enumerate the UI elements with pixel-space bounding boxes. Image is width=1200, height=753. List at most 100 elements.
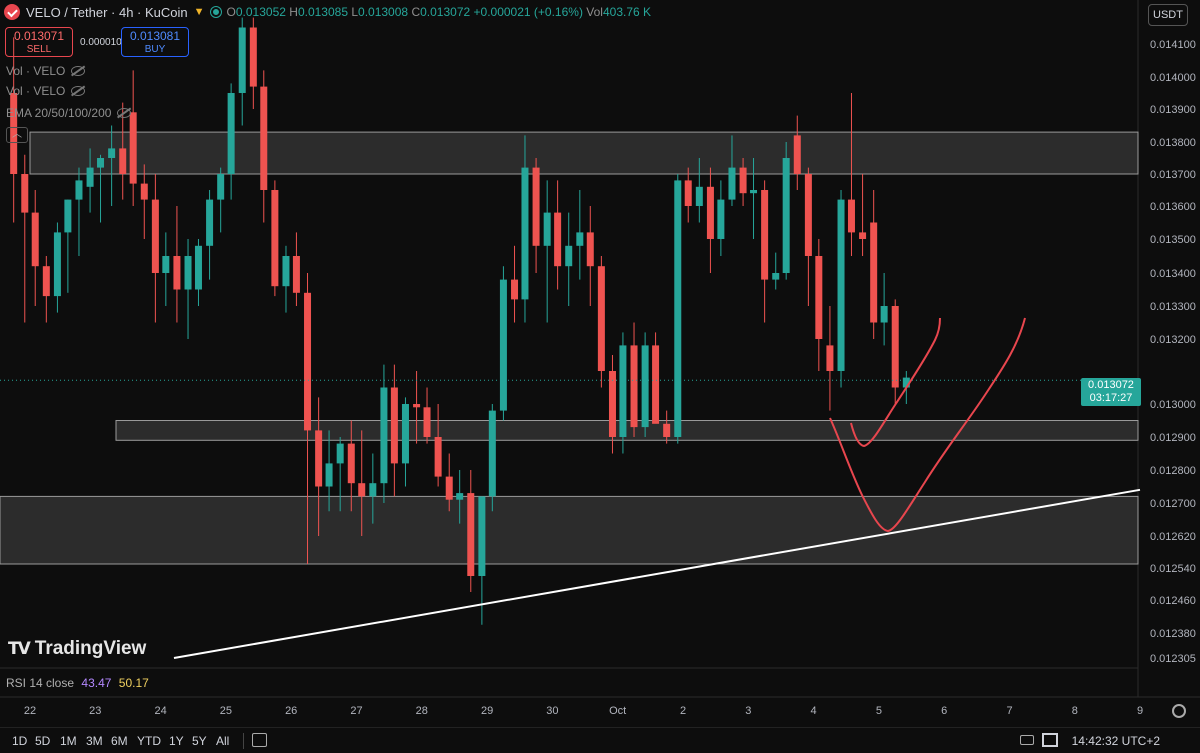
currency-button[interactable]: USDT (1148, 4, 1188, 26)
indicator-vol-2[interactable]: Vol · VELO (6, 84, 86, 98)
indicator-vol-1[interactable]: Vol · VELO (6, 64, 86, 78)
candle-body (663, 423, 671, 437)
sell-button[interactable]: 0.013071 SELL (5, 27, 73, 57)
hidden-eye-icon[interactable] (71, 66, 86, 76)
fullscreen-icon[interactable] (1042, 733, 1058, 747)
candle-body (249, 27, 257, 87)
candle-body (260, 86, 268, 190)
candle-body (347, 443, 355, 484)
sell-price: 0.013071 (13, 29, 65, 43)
time-axis-label: 27 (350, 705, 362, 717)
candle-body (467, 493, 475, 576)
candle-body (423, 407, 431, 437)
timeframe-ytd[interactable]: YTD (137, 734, 161, 748)
clock[interactable]: 14:42:32 UTC+2 (1071, 734, 1160, 748)
time-axis-label: 26 (285, 705, 297, 717)
price-axis-label: 0.014000 (1150, 72, 1196, 84)
branding-text: TradingView (34, 638, 147, 659)
candle-body (652, 345, 660, 424)
candle-body (837, 199, 845, 371)
candle-body (695, 186, 703, 206)
camera-icon[interactable] (1020, 735, 1034, 745)
timeframe-all[interactable]: All (216, 734, 230, 748)
price-axis-label: 0.013600 (1150, 201, 1196, 213)
price-axis-label: 0.012380 (1150, 628, 1196, 640)
calendar-icon[interactable] (252, 733, 267, 747)
candle-body (456, 493, 464, 500)
candle-body (445, 476, 453, 500)
indicator-ema[interactable]: EMA 20/50/100/200 (6, 106, 132, 120)
candle-body (162, 256, 170, 273)
chevron-icon[interactable]: ▼ (193, 6, 205, 18)
candle-body (140, 183, 148, 200)
candle-body (194, 245, 202, 290)
candle-body (413, 404, 421, 408)
timeframe-5d[interactable]: 5D (35, 734, 51, 748)
timeframe-5y[interactable]: 5Y (192, 734, 207, 748)
settings-gear-icon[interactable] (1172, 704, 1186, 718)
timeframe-1m[interactable]: 1M (60, 734, 77, 748)
time-axis-label: 24 (154, 705, 166, 717)
time-axis-label: 30 (546, 705, 558, 717)
price-axis-label: 0.013500 (1150, 234, 1196, 246)
candle-body (859, 232, 867, 239)
support-resistance-zone (115, 420, 1139, 441)
hidden-eye-icon[interactable] (117, 108, 132, 118)
time-axis-label: 5 (876, 705, 882, 717)
candle-body (586, 232, 594, 267)
tradingview-logo[interactable]: 𝗧𝗩 TradingView (8, 638, 146, 660)
price-axis-label: 0.012800 (1150, 465, 1196, 477)
candle-body (108, 148, 116, 158)
candle-body (292, 256, 300, 293)
candle-body (674, 180, 682, 437)
candle-body (521, 167, 529, 300)
candle-body (97, 158, 105, 168)
candle-body (782, 158, 790, 273)
candle-body (488, 410, 496, 497)
red-drawing-path (829, 317, 1026, 533)
bottom-toolbar: 1D 5D 1M 3M 6M YTD 1Y 5Y All 14:42:32 UT… (0, 727, 1200, 753)
timeframe-3m[interactable]: 3M (86, 734, 103, 748)
price-axis-label: 0.013700 (1150, 169, 1196, 181)
velo-logo-icon (4, 4, 20, 20)
toolbar-divider (243, 733, 244, 749)
rsi-label: RSI 14 close (6, 676, 75, 690)
price-axis-label: 0.013800 (1150, 137, 1196, 149)
candle-body (543, 212, 551, 246)
candle-body (434, 437, 442, 477)
hidden-eye-icon[interactable] (71, 86, 86, 96)
rsi-legend[interactable]: RSI 14 close 43.47 50.17 (6, 676, 149, 690)
price-axis-label: 0.012540 (1150, 563, 1196, 575)
time-axis-label: 9 (1137, 705, 1143, 717)
candle-body (21, 174, 29, 213)
bar-countdown: 03:17:27 (1089, 392, 1133, 404)
buy-button[interactable]: 0.013081 BUY (121, 27, 189, 57)
last-price-label: 0.013072 03:17:27 (1081, 378, 1141, 406)
timeframe-1y[interactable]: 1Y (169, 734, 184, 748)
candle-body (565, 245, 573, 267)
candle-body (870, 222, 878, 323)
symbol-title[interactable]: VELO / Tether · 4h · KuCoin (26, 4, 188, 20)
timeframe-6m[interactable]: 6M (111, 734, 128, 748)
candle-body (304, 292, 312, 431)
candle-body (847, 199, 855, 233)
candle-body (119, 148, 127, 174)
red-drawing-path (850, 317, 941, 448)
price-axis-label: 0.012620 (1150, 531, 1196, 543)
candle-body (227, 93, 235, 174)
candle-body (619, 345, 627, 437)
candle-body (53, 232, 61, 297)
rsi-value-1: 43.47 (81, 676, 112, 690)
time-axis-label: 4 (811, 705, 817, 717)
candle-body (511, 279, 519, 300)
time-axis-label: Oct (609, 705, 626, 717)
market-status-icon (210, 7, 221, 17)
candle-body (576, 232, 584, 246)
candle-body (739, 167, 747, 194)
price-axis-label: 0.012900 (1150, 432, 1196, 444)
candle-body (401, 404, 409, 464)
chevron-up-icon[interactable]: ︿ (6, 127, 28, 143)
candle-body (608, 371, 616, 437)
timeframe-1d[interactable]: 1D (12, 734, 28, 748)
